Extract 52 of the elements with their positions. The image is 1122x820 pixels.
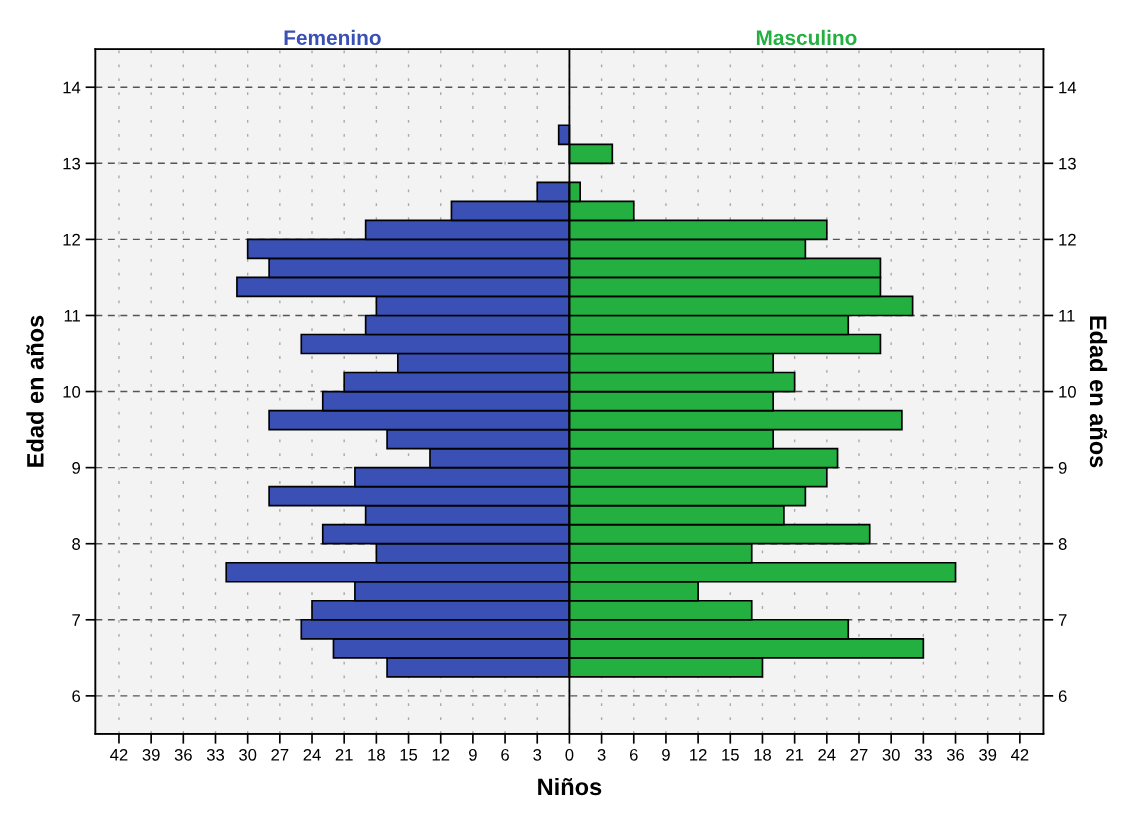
x-tick-label: 30 (882, 748, 900, 761)
x-tick-label: 18 (368, 748, 385, 761)
text: Masculino (756, 29, 857, 46)
x-tick-label: 27 (850, 748, 868, 761)
y2-tick-label: 10 (1059, 385, 1076, 398)
x-tick-label: 6 (629, 748, 638, 761)
y-tick-label: 11 (64, 310, 80, 322)
x-tick-label: 27 (271, 748, 289, 761)
x-tick-label: 33 (206, 748, 225, 761)
y2-tick-label: 14 (1059, 81, 1077, 94)
x-tick-label: 42 (1010, 748, 1029, 761)
x-tick-label: 33 (914, 748, 932, 761)
x-tick-label: 42 (110, 748, 128, 761)
x-tick-label: 3 (597, 748, 606, 761)
x-tick-label: 15 (722, 749, 739, 761)
y2-tick-label: 6 (1058, 690, 1067, 703)
y-tick-label: 7 (72, 614, 80, 626)
text: Femenino (284, 29, 381, 46)
y-tick-label: 9 (72, 462, 80, 474)
x-tick-label: 24 (818, 748, 836, 761)
x-tick-label: 24 (303, 748, 321, 761)
y2-tick-label: 8 (1058, 538, 1067, 550)
y2-tick-label: 12 (1059, 233, 1076, 246)
x-tick-label: 3 (533, 748, 542, 761)
x-tick-label: 36 (946, 748, 965, 761)
x-tick-label: 12 (432, 748, 450, 761)
x-tick-label: 15 (400, 749, 418, 761)
y-tick-label: 13 (63, 157, 81, 170)
y-tick-label: 6 (72, 690, 81, 703)
x-axis-title: Niños (538, 777, 602, 796)
x-tick-label: 0 (565, 748, 574, 761)
y-axis-title: Edad en años (26, 315, 44, 467)
x-tick-label: 9 (469, 748, 477, 761)
x-tick-label: 18 (754, 748, 772, 761)
x-tick-label: 21 (786, 748, 804, 761)
x-tick-label: 21 (335, 748, 353, 761)
y2-tick-label: 9 (1058, 462, 1067, 474)
x-tick-label: 39 (142, 748, 160, 761)
y-tick-label: 14 (63, 81, 81, 94)
y-tick-label: 12 (63, 233, 80, 246)
y-tick-label: 8 (72, 538, 81, 550)
y2-tick-label: 13 (1059, 157, 1076, 170)
y2-tick-label: 11 (1059, 310, 1075, 322)
x-tick-label: 39 (979, 748, 997, 761)
x-tick-label: 12 (690, 748, 707, 761)
x-tick-label: 30 (239, 748, 257, 761)
x-tick-label: 36 (174, 748, 192, 761)
y2-tick-label: 7 (1058, 614, 1067, 626)
x-tick-label: 6 (501, 748, 509, 761)
y-tick-label: 10 (63, 385, 81, 398)
y2-axis-title: Edad en años (1089, 316, 1108, 468)
x-tick-label: 9 (662, 748, 670, 761)
